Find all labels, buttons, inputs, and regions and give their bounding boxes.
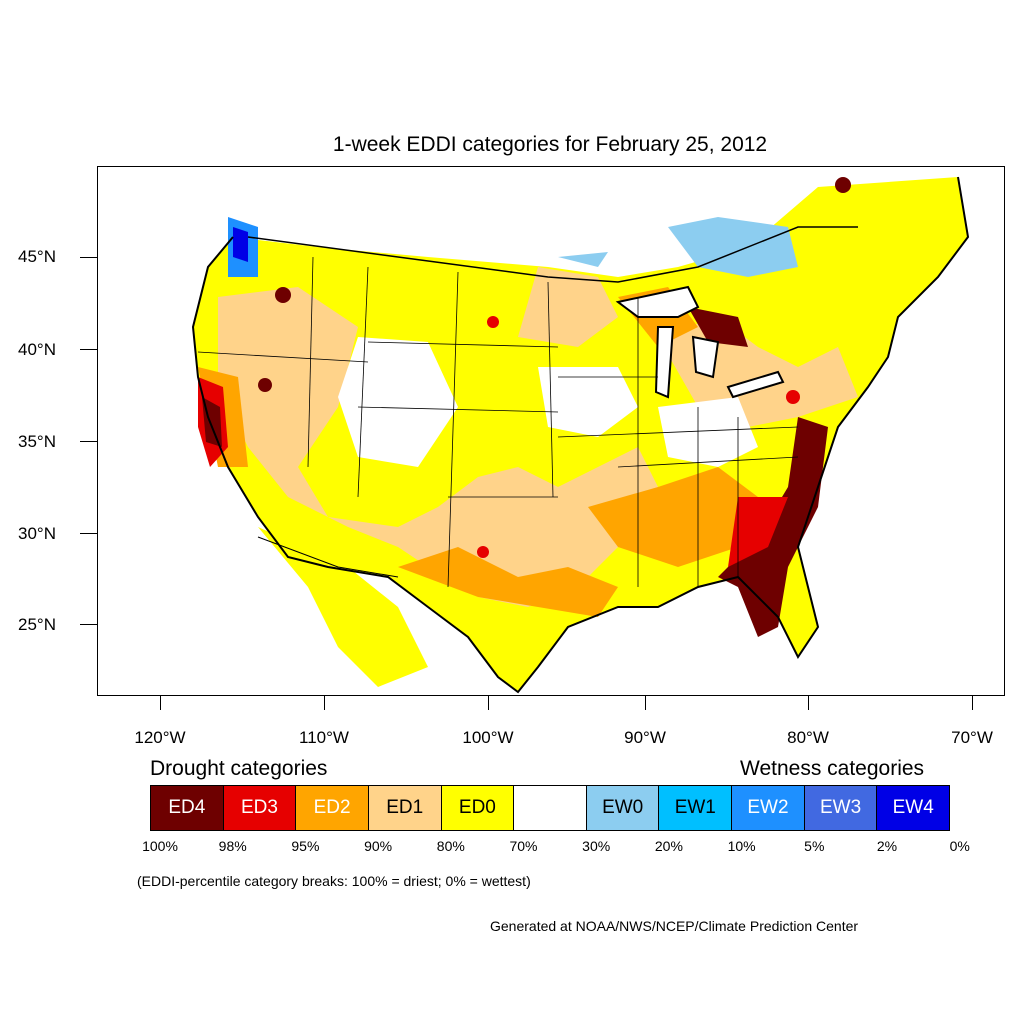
category-note: (EDDI-percentile category breaks: 100% =… [137,873,531,889]
lat-tick [80,533,97,534]
percent-break-label: 100% [142,838,178,854]
percent-break-label: 2% [876,838,898,854]
lon-tick [645,696,646,710]
legend-box-neutral [514,786,587,830]
lon-label-80: 80°W [787,728,829,747]
eddi-map [191,176,970,694]
legend-box-ed0: ED0 [441,786,515,830]
lon-label-100: 100°W [462,728,514,747]
lon-label-90: 90°W [624,728,666,747]
credit-line: Generated at NOAA/NWS/NCEP/Climate Predi… [490,918,859,934]
percent-break-label: 0% [949,838,970,854]
percent-break-label: 10% [727,838,756,854]
lon-tick [808,696,809,710]
legend-box-ew4: EW4 [877,786,950,830]
percent-break-label: 98% [218,838,247,854]
legend-box-ew3: EW3 [804,786,878,830]
lon-label-120: 120°W [134,728,186,747]
lat-tick [80,441,97,442]
lat-tick [80,624,97,625]
legend-box-ew1: EW1 [659,786,733,830]
lat-tick [80,349,97,350]
lat-tick [80,257,97,258]
lat-label-45: 45°N [18,247,56,266]
wetness-categories-title: Wetness categories [740,757,925,780]
percent-break-label: 30% [582,838,611,854]
lat-label-40: 40°N [18,340,56,359]
legend-box-ed3: ED3 [223,786,297,830]
lon-tick [488,696,489,710]
legend-box-ed2: ED2 [296,786,369,830]
percent-break-label: 90% [364,838,393,854]
lat-label-25: 25°N [18,615,56,634]
lon-tick [160,696,161,710]
chart-title: 1-week EDDI categories for February 25, … [332,133,768,156]
percent-break-label: 20% [654,838,683,854]
legend-box-ed1: ED1 [368,786,442,830]
lon-label-70: 70°W [951,728,993,747]
percent-break-label: 70% [509,838,538,854]
lon-tick [972,696,973,710]
percent-break-label: 5% [804,838,825,854]
legend-box-ed4: ED4 [151,786,224,830]
legend-box-ew2: EW2 [732,786,805,830]
percent-break-label: 95% [291,838,320,854]
percent-break-label: 80% [436,838,465,854]
lon-tick [324,696,325,710]
category-legend: ED4 ED3 ED2 ED1 ED0 EW0 EW1 EW2 EW3 EW4 [150,785,950,831]
legend-box-ew0: EW0 [586,786,660,830]
map-panel [97,166,1005,696]
lon-label-110: 110°W [299,728,349,747]
lat-label-35: 35°N [18,432,56,451]
drought-categories-title: Drought categories [150,757,328,780]
lat-label-30: 30°N [18,524,56,543]
